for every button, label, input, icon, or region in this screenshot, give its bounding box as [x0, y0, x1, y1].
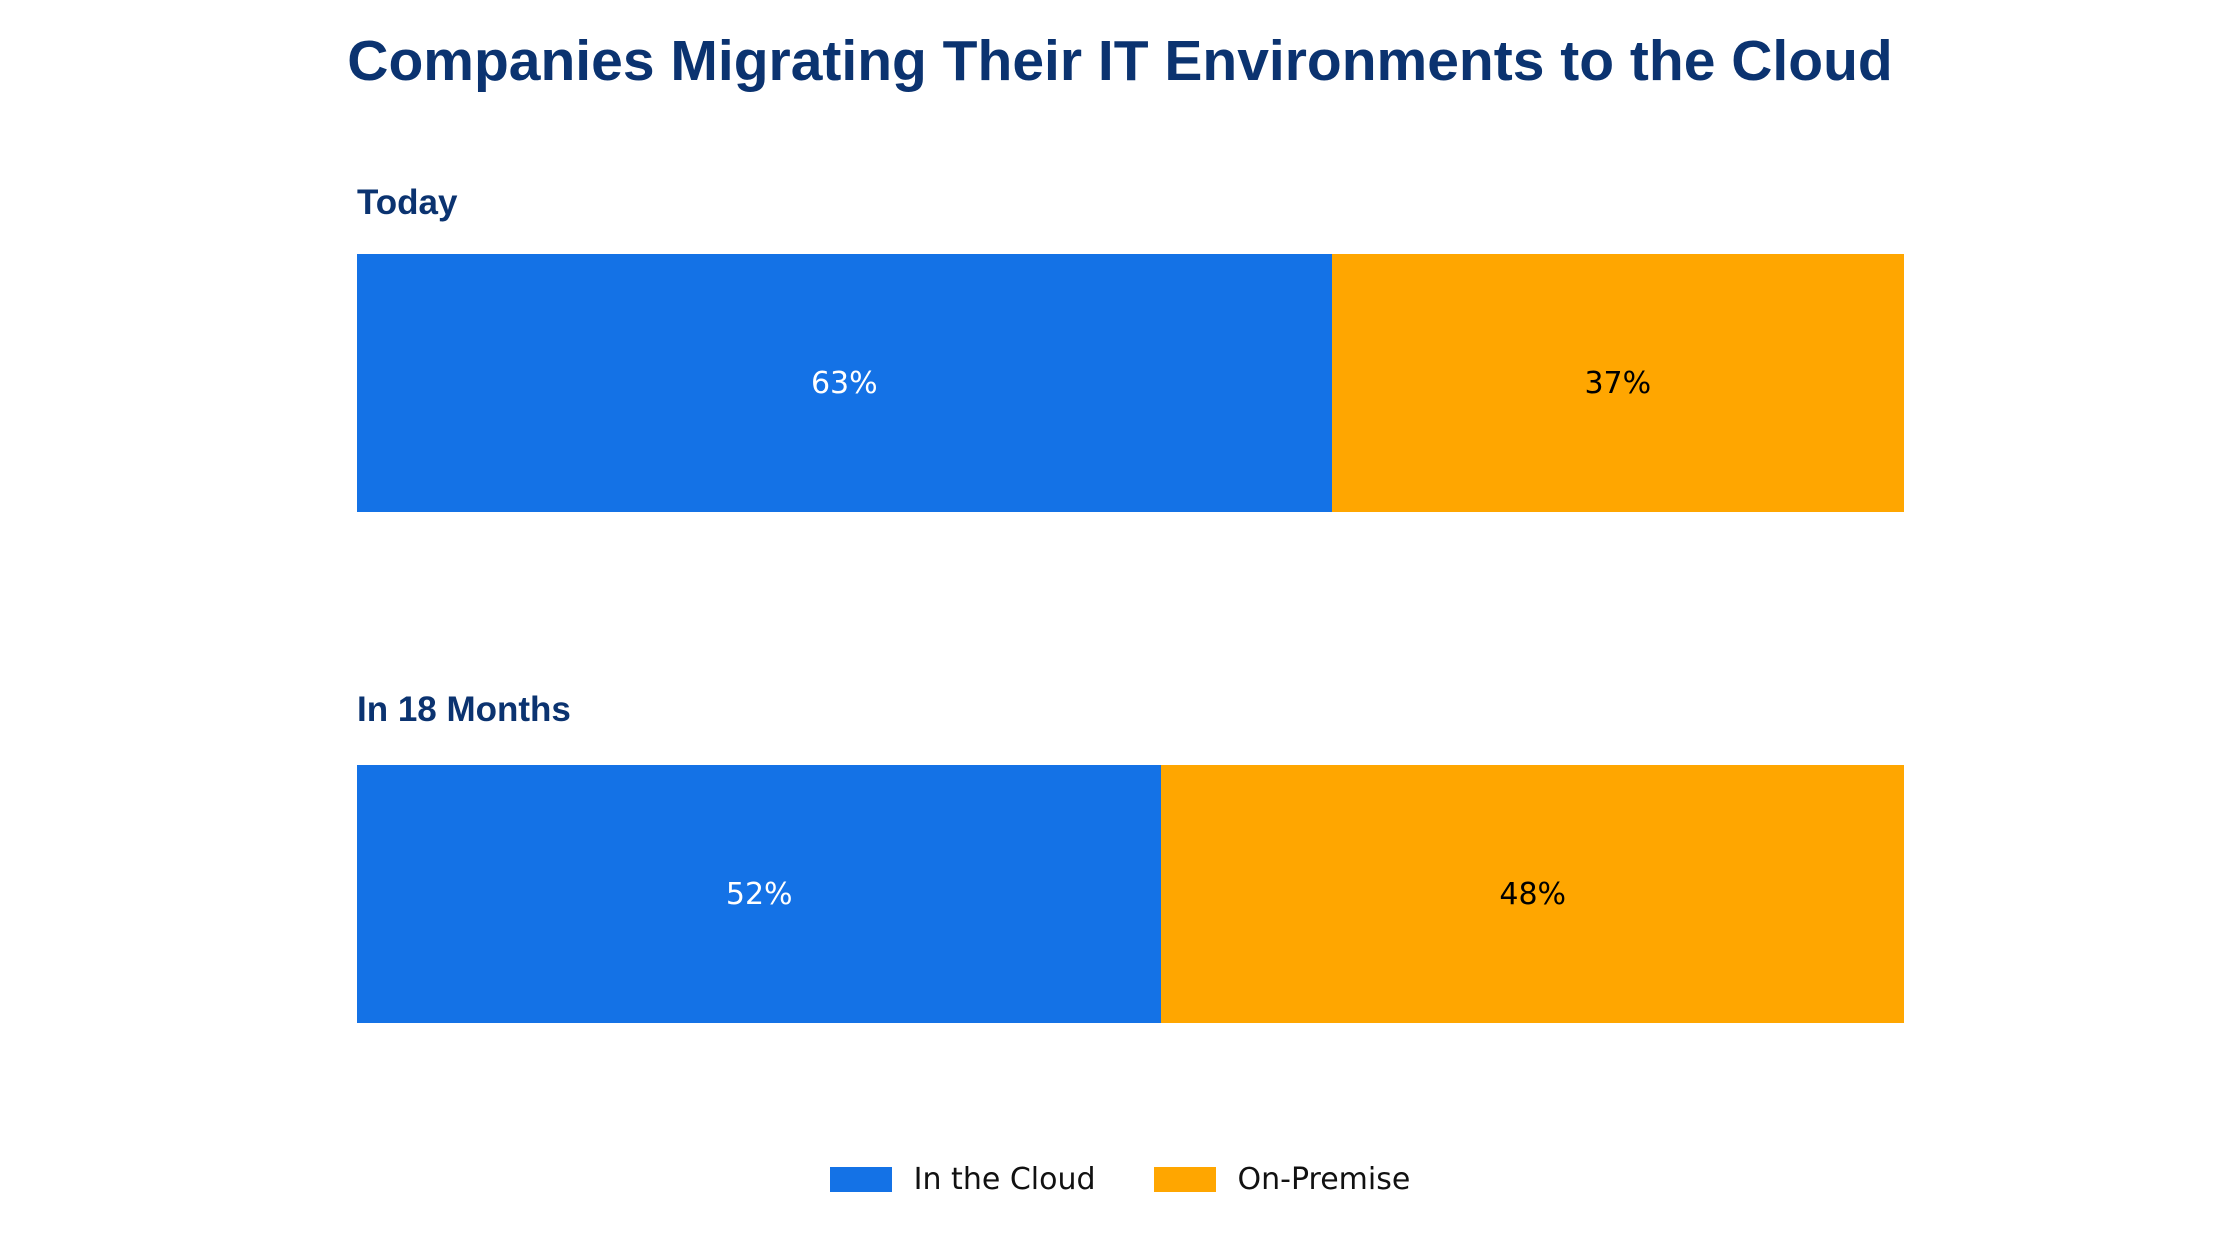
bar-in-18-months-on-premise: 48%	[1161, 765, 1904, 1023]
legend-label-in-the-cloud: In the Cloud	[913, 1162, 1096, 1197]
category-label-today: Today	[357, 183, 458, 222]
legend-swatch-cloud	[829, 1167, 892, 1192]
data-label-in-18-months-on-premise: 48%	[1499, 876, 1567, 912]
legend-item-in-the-cloud: In the Cloud	[829, 1162, 1096, 1197]
bar-today-on-premise: 37%	[1331, 254, 1904, 512]
legend-swatch-on-premise	[1153, 1167, 1216, 1192]
bar-in-18-months-cloud: 52%	[357, 765, 1162, 1023]
bar-today-cloud: 63%	[357, 254, 1332, 512]
bar-group-in-18-months: 52% 48%	[357, 765, 1904, 1023]
legend-label-on-premise: On-Premise	[1237, 1162, 1411, 1197]
chart-title: Companies Migrating Their IT Environment…	[347, 29, 1893, 93]
data-label-in-18-months-cloud: 52%	[725, 876, 793, 912]
data-label-today-cloud: 63%	[810, 365, 878, 401]
bar-group-today: 63% 37%	[357, 254, 1904, 512]
legend-item-on-premise: On-Premise	[1153, 1162, 1411, 1197]
category-label-in-18-months: In 18 Months	[357, 690, 571, 729]
data-label-today-on-premise: 37%	[1584, 365, 1652, 401]
chart-legend: In the Cloud On-Premise	[0, 1162, 2240, 1197]
